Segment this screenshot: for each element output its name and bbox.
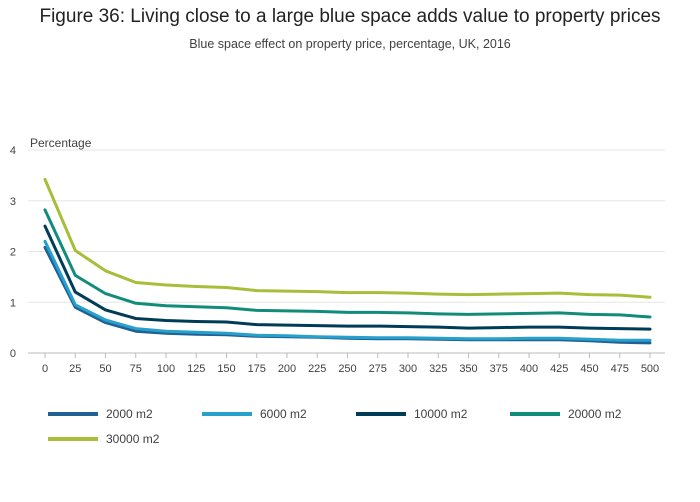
x-tick-label: 50 [99,363,111,375]
y-tick-label: 3 [10,196,16,208]
x-tick-label: 250 [338,363,356,375]
x-tick-label: 150 [217,363,235,375]
x-tick-label: 475 [611,363,629,375]
chart-subtitle: Blue space effect on property price, per… [189,37,511,51]
x-tick-label: 500 [641,363,659,375]
y-tick-label: 0 [10,348,16,360]
legend-label: 10000 m2 [414,407,468,421]
x-tick-label: 125 [187,363,205,375]
x-tick-label: 275 [369,363,387,375]
axes: 0 1 2 3 4 0 25 50 75 100 125 150 175 200 225 250 275 300 3… [10,145,665,375]
y-tick-label: 4 [10,145,16,157]
y-tick-label: 2 [10,247,16,259]
legend-item: 10000 m2 [356,404,467,424]
series-line-20000-m2 [43,208,652,319]
x-tick-label: 325 [429,363,447,375]
legend-swatch [48,437,98,441]
chart-title: Figure 36: Living close to a large blue … [39,6,661,27]
legend-label: 30000 m2 [106,432,160,446]
legend-item: 20000 m2 [510,404,621,424]
series-line-6000-m2 [43,239,652,342]
legend-label: 20000 m2 [568,407,622,421]
legend-label: 2000 m2 [106,407,153,421]
x-tick-label: 225 [308,363,326,375]
grid-lines [28,149,665,303]
x-tick-label: 25 [69,363,81,375]
x-tick-label: 425 [550,363,568,375]
legend-item: 30000 m2 [48,429,159,449]
x-tick-label: 400 [520,363,538,375]
x-tick-label: 0 [42,363,48,375]
x-tick-label: 100 [157,363,175,375]
legend-item: 6000 m2 [202,404,307,424]
y-tick-label: 1 [10,297,16,309]
legend-swatch [202,412,252,416]
legend-item: 2000 m2 [48,404,153,424]
series-line-10000-m2 [43,224,652,331]
y-axis-label: Percentage [30,136,92,150]
line-chart: 0 1 2 3 4 0 25 50 75 100 125 150 175 200 225 250 275 300 3… [10,136,665,375]
legend-label: 6000 m2 [260,407,307,421]
series-lines [43,177,652,345]
series-line-30000-m2 [43,177,652,299]
x-tick-label: 350 [459,363,477,375]
x-tick-label: 375 [490,363,508,375]
x-tick-label: 75 [130,363,142,375]
legend-swatch [48,412,98,416]
x-tick-label: 450 [580,363,598,375]
legend-swatch [356,412,406,416]
x-tick-label: 200 [278,363,296,375]
legend-swatch [510,412,560,416]
x-tick-label: 175 [248,363,266,375]
x-tick-label: 300 [399,363,417,375]
